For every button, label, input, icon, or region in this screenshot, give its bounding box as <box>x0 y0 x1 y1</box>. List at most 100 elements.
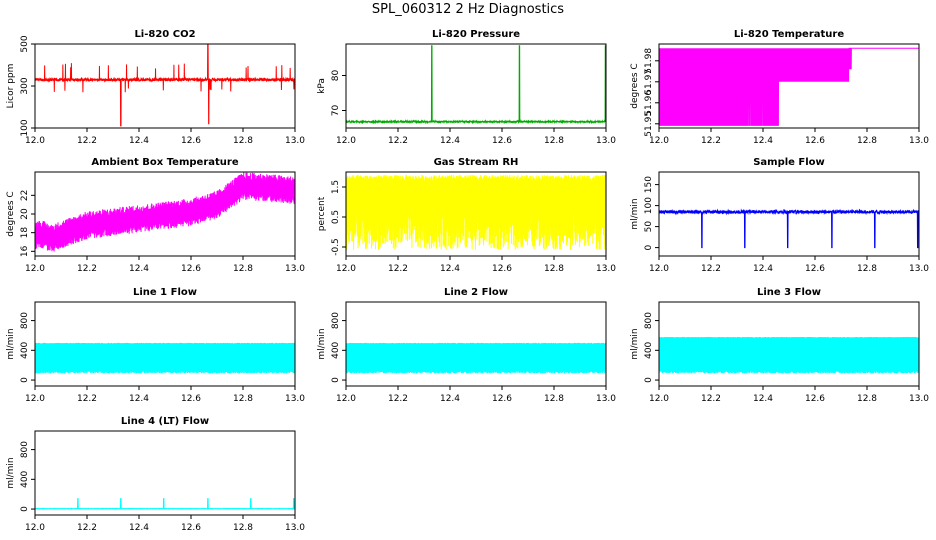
x-tick-label: 12.8 <box>233 136 253 146</box>
x-tick-label: 12.4 <box>753 394 773 404</box>
x-tick-label: 13.0 <box>285 523 305 533</box>
chart-panel-7: Line 1 Flow 12.0 12.2 12.4 12.6 12.8 13.0 0 400 8… <box>6 287 305 404</box>
plot-frame <box>34 43 296 129</box>
x-tick-label: 12.0 <box>336 136 356 146</box>
x-tick-label: 12.8 <box>857 394 877 404</box>
y-axis-label: ml/min <box>6 457 16 488</box>
y-tick-label: 300 <box>20 77 30 94</box>
x-tick-label: 12.4 <box>753 264 773 274</box>
x-tick-label: 12.4 <box>440 136 460 146</box>
data-line <box>34 172 296 252</box>
y-tick-label: 100 <box>20 119 30 136</box>
x-tick-label: 12.8 <box>544 264 564 274</box>
y-tick-label: 800 <box>20 441 30 458</box>
chart-panel-3: Li-820 Temperature 12.0 12.2 12.4 12.6 12.8 13… <box>630 29 929 146</box>
x-tick-label: 12.0 <box>25 136 45 146</box>
x-tick-label: 12.0 <box>336 264 356 274</box>
chart-panel-6: Sample Flow 12.0 12.2 12.4 12.6 12.8 13.0 0 50 10… <box>630 157 929 274</box>
panel-title: Gas Stream RH <box>434 157 519 168</box>
x-tick-label: 12.2 <box>77 264 97 274</box>
x-tick-label: 13.0 <box>909 394 929 404</box>
y-tick-label: 0 <box>20 377 30 383</box>
plot-frame <box>658 171 920 257</box>
x-tick-label: 12.6 <box>805 264 825 274</box>
x-tick-label: 12.6 <box>181 136 201 146</box>
y-axis-label: kPa <box>317 78 327 94</box>
y-tick-label: -0.5 <box>331 238 341 256</box>
x-tick-label: 13.0 <box>909 264 929 274</box>
y-axis-label: ml/min <box>630 328 640 359</box>
y-tick-label: 22 <box>20 190 30 201</box>
y-tick-label: 51.96 <box>644 90 654 116</box>
x-tick-label: 12.0 <box>649 136 669 146</box>
panel-title: Li-820 CO2 <box>134 29 195 40</box>
y-tick-label: 18 <box>20 227 30 239</box>
x-tick-label: 12.6 <box>492 136 512 146</box>
x-tick-label: 12.4 <box>753 136 773 146</box>
x-tick-label: 12.2 <box>701 136 721 146</box>
chart-panel-8: Line 2 Flow 12.0 12.2 12.4 12.6 12.8 13.0 0 400 8… <box>317 287 616 404</box>
y-tick-label: 51.95 <box>644 111 654 137</box>
y-axis-label: ml/min <box>630 198 640 229</box>
x-tick-label: 12.8 <box>233 523 253 533</box>
data-line <box>345 174 607 250</box>
x-tick-label: 12.2 <box>77 394 97 404</box>
y-tick-label: 0 <box>644 244 654 250</box>
x-tick-label: 12.2 <box>388 394 408 404</box>
x-tick-label: 12.0 <box>649 264 669 274</box>
y-tick-label: 51.97 <box>644 69 654 95</box>
data-line <box>345 45 607 125</box>
page-title: SPL_060312 2 Hz Diagnostics <box>371 2 565 17</box>
y-tick-label: 0 <box>20 506 30 512</box>
y-tick-label: 20 <box>20 208 30 220</box>
y-tick-label: 50 <box>644 221 654 233</box>
panel-title: Line 1 Flow <box>133 287 197 298</box>
y-tick-label: 1.5 <box>331 180 341 194</box>
y-tick-label: 0.5 <box>331 210 341 224</box>
y-axis-label: Licor ppm <box>6 64 16 109</box>
x-tick-label: 12.2 <box>77 136 97 146</box>
data-line <box>34 342 296 374</box>
y-axis-label: ml/min <box>6 328 16 359</box>
data-line <box>658 208 920 249</box>
x-tick-label: 13.0 <box>285 264 305 274</box>
plot-frame <box>345 43 607 129</box>
panel-title: Line 4 (LT) Flow <box>121 416 209 427</box>
data-line <box>658 47 919 126</box>
plot-frame <box>658 43 920 129</box>
x-tick-label: 12.8 <box>233 264 253 274</box>
x-tick-label: 13.0 <box>909 136 929 146</box>
x-tick-label: 12.4 <box>440 394 460 404</box>
chart-panel-9: Line 3 Flow 12.0 12.2 12.4 12.6 12.8 13.0 0 400 8… <box>630 287 929 404</box>
panel-title: Li-820 Pressure <box>432 29 520 40</box>
panel-title: Ambient Box Temperature <box>91 157 238 168</box>
y-axis-label: degrees C <box>630 63 640 108</box>
data-line <box>34 43 296 127</box>
x-tick-label: 12.6 <box>181 523 201 533</box>
x-tick-label: 12.0 <box>25 264 45 274</box>
x-tick-label: 12.2 <box>388 136 408 146</box>
y-axis-label: degrees C <box>6 191 16 236</box>
x-tick-label: 12.8 <box>544 136 564 146</box>
x-tick-label: 12.2 <box>701 394 721 404</box>
x-tick-label: 12.2 <box>77 523 97 533</box>
y-tick-label: 400 <box>20 470 30 487</box>
x-tick-label: 12.0 <box>25 523 45 533</box>
panel-title: Line 3 Flow <box>757 287 821 298</box>
x-tick-label: 12.6 <box>492 394 512 404</box>
y-tick-label: 500 <box>20 35 30 52</box>
x-tick-label: 12.0 <box>25 394 45 404</box>
plot-frame <box>658 301 920 387</box>
x-tick-label: 12.4 <box>440 264 460 274</box>
plot-frame <box>34 301 296 387</box>
y-tick-label: 0 <box>644 377 654 383</box>
x-tick-label: 12.2 <box>701 264 721 274</box>
x-tick-label: 12.8 <box>233 394 253 404</box>
x-tick-label: 12.8 <box>857 264 877 274</box>
y-tick-label: 800 <box>331 312 341 329</box>
panel-title: Sample Flow <box>753 157 825 168</box>
data-line <box>345 342 607 374</box>
x-tick-label: 13.0 <box>596 136 616 146</box>
x-tick-label: 12.4 <box>129 136 149 146</box>
plot-frame <box>34 430 296 516</box>
